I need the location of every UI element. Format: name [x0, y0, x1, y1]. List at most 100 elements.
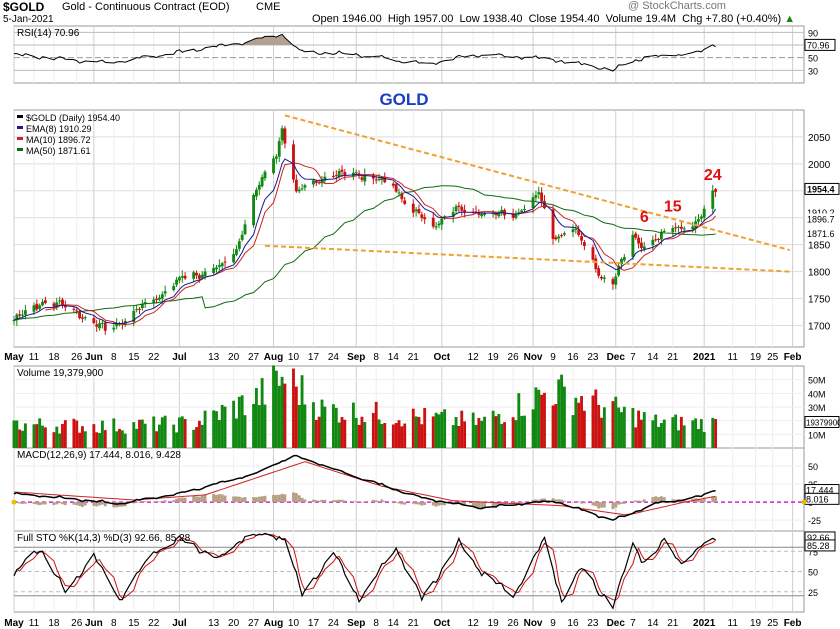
macd-right-label: 17.444 — [806, 486, 834, 496]
volume-bar — [400, 426, 404, 448]
volume-bar — [671, 417, 675, 448]
candle-body — [75, 310, 79, 312]
macd-histogram-bar — [463, 502, 467, 507]
macd-histogram-bar — [280, 493, 284, 503]
macd-histogram-bar — [657, 497, 660, 503]
macd-histogram-bar — [320, 499, 324, 503]
volume-bar — [560, 374, 564, 448]
macd-right-label: 8.016 — [806, 494, 829, 504]
macd-histogram-bar — [614, 502, 618, 508]
macd-histogram-bar — [112, 502, 116, 508]
candle-body — [457, 205, 461, 208]
x-axis-label: 14 — [388, 352, 400, 363]
candle-body — [651, 239, 655, 246]
candle-body — [155, 298, 159, 300]
high-label: High — [387, 13, 411, 25]
candle-body — [274, 156, 278, 159]
x-axis-label: 21 — [667, 352, 679, 363]
x-axis-label-bottom: 23 — [587, 618, 599, 629]
macd-histogram-bar — [611, 502, 615, 510]
volume-bar — [240, 395, 244, 448]
macd-histogram-bar — [43, 502, 47, 505]
candle-body — [597, 268, 601, 276]
volume-bar — [694, 418, 698, 448]
x-axis-label: 23 — [587, 352, 599, 363]
price-right-label: 1910.2 — [807, 208, 835, 218]
macd-histogram-bar — [662, 497, 666, 503]
macd-histogram-bar — [277, 494, 281, 503]
volume-bar — [417, 416, 421, 448]
macd-histogram-bar — [597, 502, 601, 509]
price-tick-label: 2050 — [808, 133, 831, 144]
macd-histogram-bar — [35, 502, 39, 505]
x-axis-label-bottom: Oct — [433, 618, 450, 629]
macd-histogram-bar — [98, 502, 101, 506]
macd-histogram-bar — [577, 501, 581, 503]
volume-bar — [152, 416, 156, 448]
macd-histogram-bar — [138, 502, 141, 503]
price-tick-label: 1850 — [808, 241, 831, 252]
candle-body — [192, 272, 196, 279]
candle-body — [391, 183, 395, 186]
candle-body — [78, 311, 82, 319]
zero-marker-left — [11, 499, 17, 505]
macd-histogram-bar — [172, 500, 176, 503]
volume-bar — [662, 419, 666, 448]
x-axis-label-bottom: 14 — [647, 618, 659, 629]
volume-bar — [420, 424, 424, 448]
candle-body — [337, 170, 341, 177]
volume-bar — [617, 407, 621, 448]
x-axis-label: Aug — [264, 352, 283, 363]
candle-body — [140, 303, 144, 309]
volume-label: Volume — [605, 13, 643, 25]
macd-histogram-bar — [92, 502, 96, 506]
macd-histogram-bar — [323, 499, 327, 503]
x-axis-label: 19 — [750, 352, 762, 363]
candle-body — [354, 172, 358, 174]
x-axis-label-bottom: 10 — [288, 618, 300, 629]
candle-body — [292, 144, 295, 180]
candle-body — [697, 219, 700, 222]
volume-bar — [23, 423, 27, 448]
volume-bar — [591, 395, 595, 448]
macd-histogram-bar — [480, 502, 484, 509]
candle-body — [374, 179, 378, 181]
volume-bar — [371, 412, 375, 448]
right-value-box — [805, 213, 839, 225]
rsi-label: RSI(14) 70.96 — [17, 28, 80, 39]
volume-bar — [600, 417, 603, 448]
candle-body — [314, 180, 318, 183]
volume-bar — [215, 411, 218, 448]
volume-bar — [277, 385, 281, 448]
macd-histogram-bar — [75, 502, 79, 506]
x-axis-label-bottom: 20 — [228, 618, 240, 629]
macd-histogram-bar — [312, 499, 315, 503]
candle-body — [571, 229, 575, 233]
volume-bar — [314, 419, 318, 448]
x-axis-label-bottom: Feb — [784, 618, 802, 629]
volume-bar — [163, 415, 167, 448]
macd-histogram-bar — [223, 495, 227, 503]
candle-body — [303, 185, 307, 188]
macd-histogram-bar — [217, 494, 221, 503]
macd-histogram-bar — [81, 502, 84, 508]
macd-histogram-bar — [363, 501, 367, 503]
trendline — [264, 244, 790, 273]
volume-bar — [317, 416, 321, 448]
macd-histogram-bar — [397, 502, 401, 504]
volume-bar — [554, 404, 558, 448]
volume-bar — [471, 412, 475, 448]
rsi-line — [14, 33, 716, 72]
x-axis-label: 10 — [288, 352, 300, 363]
sto-d-line — [13, 533, 716, 601]
macd-histogram-bar — [682, 499, 686, 503]
candle-body — [98, 323, 101, 329]
volume-bar — [614, 396, 618, 448]
x-axis-label: 12 — [468, 352, 480, 363]
macd-histogram-bar — [300, 497, 304, 503]
macd-histogram-bar — [491, 502, 495, 507]
macd-histogram-bar — [671, 499, 675, 503]
x-axis-label-bottom: 26 — [508, 618, 520, 629]
volume-bar — [637, 410, 641, 448]
macd-histogram-bar — [297, 495, 301, 503]
